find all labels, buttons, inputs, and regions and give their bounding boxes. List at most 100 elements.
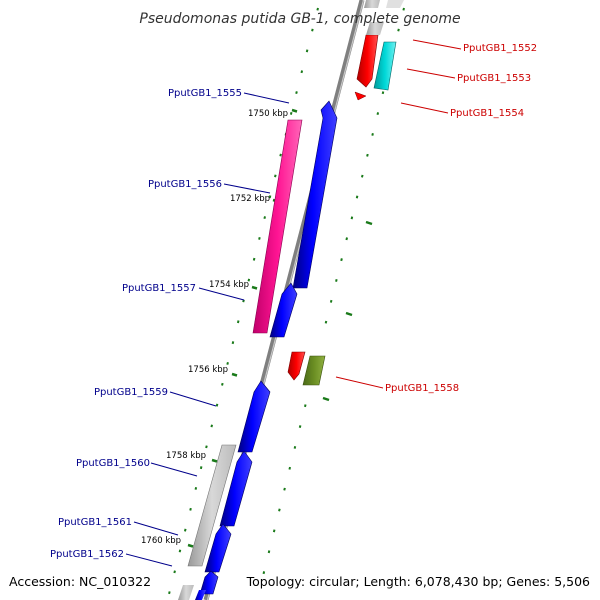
tick-mark xyxy=(183,528,187,532)
gene-arrow-pputgb1-1560-grey xyxy=(187,444,237,567)
tick-mark xyxy=(300,70,304,74)
kbp-label: 1756 kbp xyxy=(188,365,228,375)
major-tick xyxy=(365,220,373,226)
gene-arrow-pputgb1-1554 xyxy=(354,91,367,101)
chart-title: Pseudomonas putida GB-1, complete genome xyxy=(139,11,460,27)
tick-mark xyxy=(189,507,192,511)
gene-arrow-pputgb1-1553 xyxy=(373,41,397,91)
tick-mark xyxy=(402,7,405,11)
gene-arrow-pputgb1-1562 xyxy=(178,570,219,600)
gene-label-text[interactable]: PputGB1_1554 xyxy=(450,108,524,119)
tick-mark xyxy=(215,403,219,407)
tick-mark xyxy=(267,550,271,554)
tick-mark xyxy=(335,279,338,282)
topology-text: Topology: circular; Length: 6,078,430 bp… xyxy=(246,574,590,589)
tick-mark xyxy=(210,424,214,428)
tick-mark xyxy=(231,341,235,345)
tick-mark xyxy=(226,361,229,365)
tick-mark xyxy=(283,487,286,491)
major-tick xyxy=(291,108,298,113)
major-tick xyxy=(231,372,238,377)
tick-mark xyxy=(350,216,354,220)
tick-mark xyxy=(355,195,359,199)
tick-mark xyxy=(371,132,374,136)
kbp-label: 1750 kbp xyxy=(248,109,288,119)
gene-label-text[interactable]: PputGB1_1552 xyxy=(463,43,537,54)
tick-mark xyxy=(263,216,266,220)
gene-label-pputgb1-1553[interactable]: PputGB1_1553 xyxy=(406,68,531,84)
gene-label-pputgb1-1554[interactable]: PputGB1_1554 xyxy=(400,102,524,119)
kbp-label: 1752 kbp xyxy=(230,194,270,204)
tick-mark xyxy=(345,237,348,241)
tick-mark xyxy=(258,236,261,240)
tick-mark xyxy=(288,466,292,470)
gene-arrow-pputgb1-1557 xyxy=(269,282,298,338)
gene-label-pputgb1-1560[interactable]: PputGB1_1560 xyxy=(76,458,198,477)
tick-mark xyxy=(360,174,364,178)
tick-mark xyxy=(272,529,276,533)
tick-mark xyxy=(305,49,309,53)
gene-arrow-pputgb1-1552 xyxy=(356,22,384,88)
tick-mark xyxy=(324,320,328,324)
tick-mark xyxy=(298,425,302,428)
tick-mark xyxy=(279,153,282,157)
gene-label-text[interactable]: PputGB1_1555 xyxy=(168,88,242,99)
tick-mark xyxy=(252,257,256,261)
tick-mark xyxy=(236,320,240,324)
tick-mark xyxy=(366,153,369,157)
gene-label-pputgb1-1555[interactable]: PputGB1_1555 xyxy=(168,88,290,104)
gene-label-text[interactable]: PputGB1_1557 xyxy=(122,283,196,294)
major-tick xyxy=(322,396,330,402)
tick-mark xyxy=(295,91,298,95)
tick-mark xyxy=(311,28,314,32)
gene-arrow-pputgb1-1555 xyxy=(292,100,338,289)
tick-mark xyxy=(262,571,266,575)
gene-label-pputgb1-1562[interactable]: PputGB1_1562 xyxy=(50,549,173,567)
major-tick xyxy=(187,543,194,548)
gene-label-pputgb1-1557[interactable]: PputGB1_1557 xyxy=(122,283,245,301)
gene-arrow-pputgb1-1558 xyxy=(287,351,326,386)
tick-mark xyxy=(199,466,203,470)
tick-mark xyxy=(247,278,251,282)
kbp-label: 1758 kbp xyxy=(166,451,206,461)
gene-label-text[interactable]: PputGB1_1560 xyxy=(76,458,150,469)
gene-label-pputgb1-1556[interactable]: PputGB1_1556 xyxy=(148,179,271,194)
tick-mark xyxy=(304,404,307,408)
gene-arrow-pputgb1-1559 xyxy=(237,380,271,453)
tick-mark xyxy=(376,112,380,116)
kbp-label: 1754 kbp xyxy=(209,280,249,290)
tick-mark xyxy=(381,91,385,95)
tick-mark xyxy=(173,570,176,574)
major-tick xyxy=(345,311,353,317)
gene-label-pputgb1-1559[interactable]: PputGB1_1559 xyxy=(94,387,217,407)
tick-mark xyxy=(205,445,208,449)
tick-mark xyxy=(274,174,277,178)
tick-mark xyxy=(316,7,319,11)
gene-label-text[interactable]: PputGB1_1558 xyxy=(385,383,459,394)
kbp-label: 1760 kbp xyxy=(141,536,181,546)
gene-label-pputgb1-1561[interactable]: PputGB1_1561 xyxy=(58,517,179,536)
tick-mark xyxy=(178,549,182,553)
tick-mark xyxy=(221,382,224,386)
tick-mark xyxy=(289,111,293,115)
major-tick-marks xyxy=(187,108,373,548)
partial-gene-top xyxy=(364,0,404,8)
gene-label-text[interactable]: PputGB1_1556 xyxy=(148,179,222,190)
tick-mark xyxy=(329,299,333,303)
gene-label-text[interactable]: PputGB1_1561 xyxy=(58,517,132,528)
tick-mark xyxy=(293,445,297,449)
tick-mark xyxy=(340,258,343,262)
gene-label-text[interactable]: PputGB1_1553 xyxy=(457,73,531,84)
gene-arrow-pputgb1-1556 xyxy=(252,119,303,334)
gene-label-pputgb1-1552[interactable]: PputGB1_1552 xyxy=(412,39,537,54)
gene-label-text[interactable]: PputGB1_1559 xyxy=(94,387,168,398)
tick-mark xyxy=(397,28,400,32)
major-tick xyxy=(251,285,258,290)
tick-mark xyxy=(278,508,281,512)
gene-arrow-pputgb1-1561 xyxy=(204,523,232,573)
gene-label-pputgb1-1558[interactable]: PputGB1_1558 xyxy=(335,376,459,394)
gene-arrow-pputgb1-1560 xyxy=(219,450,253,527)
tick-mark xyxy=(168,591,171,595)
accession-text: Accession: NC_010322 xyxy=(9,574,151,589)
gene-label-text[interactable]: PputGB1_1562 xyxy=(50,549,124,560)
